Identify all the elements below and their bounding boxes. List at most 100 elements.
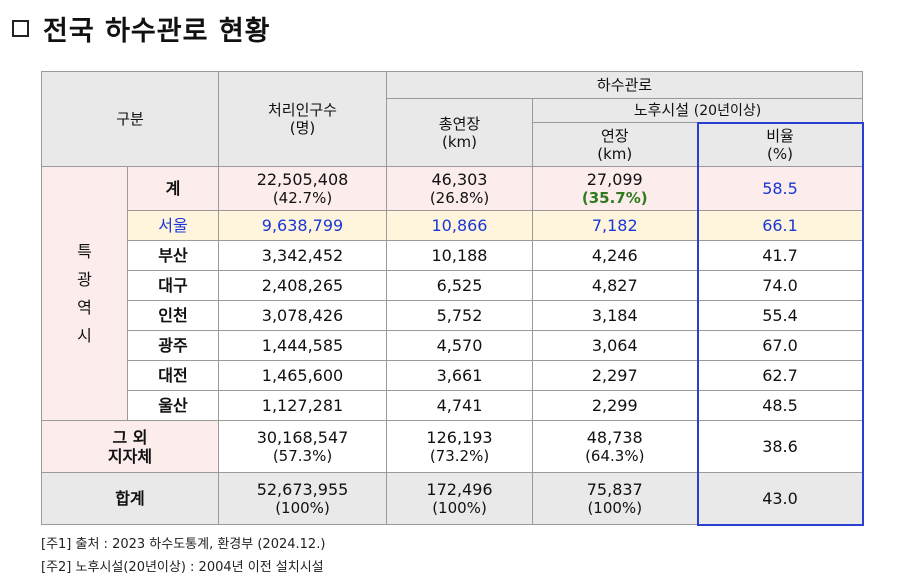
header-ratio-unit: (%): [767, 144, 793, 163]
table-row: 인천 3,078,426 5,752 3,184 55.4: [42, 300, 864, 331]
header-aged-length: 연장 (km): [532, 122, 698, 167]
total-total-length-pct: (100%): [432, 498, 487, 517]
city-total-length: 10,866: [386, 210, 533, 241]
city-aged-length: 4,246: [532, 240, 698, 271]
city-name: 대구: [127, 270, 219, 301]
header-total-length-unit: (km): [441, 132, 477, 151]
subtotal-aged-length: 27,099 (35.7%): [532, 166, 698, 211]
others-label: 그 외 지자체: [41, 420, 219, 473]
city-total-length: 3,661: [386, 360, 533, 391]
city-population: 3,342,452: [218, 240, 387, 271]
page-title: 전국 하수관로 현황: [43, 15, 271, 47]
table-row-total: 합계 52,673,955 (100%) 172,496 (100%) 75,8…: [41, 472, 864, 526]
others-aged-length-value: 48,738: [586, 427, 643, 447]
header-ratio-label: 비율: [766, 126, 794, 145]
header-aged-length-label: 연장: [600, 126, 629, 145]
header-ratio: 비율 (%): [696, 121, 864, 167]
city-aged-length: 2,297: [532, 360, 698, 391]
header-category: 구분: [41, 71, 219, 167]
city-total-length: 5,752: [386, 300, 533, 331]
table-row: 광주 1,444,585 4,570 3,064 67.0: [42, 330, 864, 361]
city-aged-length: 7,182: [532, 210, 698, 241]
table-row-others: 그 외 지자체 30,168,547 (57.3%) 126,193 (73.2…: [41, 420, 864, 473]
subtotal-population: 22,505,408 (42.7%): [218, 166, 387, 211]
city-ratio: 74.0: [696, 270, 864, 301]
header-aged: 노후시설 (20년이상): [532, 98, 863, 123]
table-row-subtotal: 특광역시 계 22,505,408 (42.7%) 46,303 (26.8%)…: [41, 166, 864, 421]
city-ratio: 41.7: [696, 240, 864, 271]
header-total-length-label: 총연장: [438, 114, 481, 133]
table-row: 대구 2,408,265 6,525 4,827 74.0: [42, 270, 864, 301]
city-name: 서울: [127, 210, 219, 241]
others-population-pct: (57.3%): [272, 446, 333, 465]
city-ratio: 66.1: [696, 210, 864, 241]
total-population-value: 52,673,955: [256, 479, 349, 499]
table-row: 부산 3,342,452 10,188 4,246 41.7: [42, 240, 864, 271]
square-bullet-icon: [12, 19, 29, 37]
city-ratio: 62.7: [696, 360, 864, 391]
city-population: 1,465,600: [218, 360, 387, 391]
city-total-length: 4,570: [386, 330, 533, 361]
city-population: 2,408,265: [218, 270, 387, 301]
others-label-line1: 그 외: [112, 427, 148, 447]
city-population: 3,078,426: [218, 300, 387, 331]
subtotal-total-length-value: 46,303: [431, 169, 488, 189]
others-population-value: 30,168,547: [256, 427, 349, 447]
others-total-length-pct: (73.2%): [429, 446, 490, 465]
others-label-line2: 지자체: [107, 446, 153, 466]
city-name: 광주: [127, 330, 219, 361]
header-total-length: 총연장 (km): [386, 98, 533, 167]
subtotal-total-length-pct: (26.8%): [429, 188, 490, 207]
others-ratio: 38.6: [696, 420, 864, 473]
city-aged-length: 3,064: [532, 330, 698, 361]
others-aged-length-pct: (64.3%): [585, 446, 645, 465]
city-ratio: 67.0: [696, 330, 864, 361]
page-title-bar: 전국 하수관로 현황: [12, 8, 271, 48]
city-total-length: 6,525: [386, 270, 533, 301]
subtotal-total-length: 46,303 (26.8%): [386, 166, 533, 211]
subtotal-label: 계: [127, 166, 219, 211]
city-aged-length: 2,299: [532, 390, 698, 421]
others-total-length: 126,193 (73.2%): [386, 420, 533, 473]
header-population-label: 처리인구수: [267, 101, 337, 119]
others-aged-length: 48,738 (64.3%): [532, 420, 698, 473]
subtotal-aged-length-value: 27,099: [586, 169, 643, 189]
header-population-unit: (명): [289, 119, 316, 137]
city-total-length: 10,188: [386, 240, 533, 271]
subtotal-population-pct: (42.7%): [272, 188, 333, 207]
city-name: 울산: [127, 390, 219, 421]
table-row: 서울 9,638,799 10,866 7,182 66.1: [42, 210, 864, 241]
footnote-source: [주1] 출처 : 2023 하수도통계, 환경부 (2024.12.): [41, 537, 326, 552]
city-population: 1,127,281: [218, 390, 387, 421]
header-aged-length-unit: (km): [597, 144, 633, 163]
total-aged-length-pct: (100%): [587, 498, 643, 517]
footnotes: [주1] 출처 : 2023 하수도통계, 환경부 (2024.12.) [주2…: [41, 533, 325, 579]
total-aged-length: 75,837 (100%): [532, 472, 698, 525]
city-population: 9,638,799: [218, 210, 387, 241]
header-sewer: 하수관로: [386, 71, 863, 99]
footnote-aged-definition: [주2] 노후시설(20년이상) : 2004년 이전 설치시설: [41, 560, 324, 575]
city-total-length: 4,741: [386, 390, 533, 421]
city-population: 1,444,585: [218, 330, 387, 361]
city-name: 대전: [127, 360, 219, 391]
city-aged-length: 3,184: [532, 300, 698, 331]
city-name: 부산: [127, 240, 219, 271]
subtotal-aged-length-pct: (35.7%): [581, 188, 648, 207]
total-total-length: 172,496 (100%): [386, 472, 533, 525]
header-aged-note: (20년이상): [693, 102, 762, 119]
total-total-length-value: 172,496: [426, 479, 493, 499]
total-population-pct: (100%): [275, 498, 330, 517]
sewer-status-table: 구분 처리인구수 (명) 하수관로 총연장 (km) 노후시설 (20년이상) …: [41, 71, 864, 526]
total-label: 합계: [41, 472, 219, 525]
total-aged-length-value: 75,837: [586, 479, 643, 499]
total-ratio: 43.0: [696, 472, 864, 526]
city-ratio: 48.5: [696, 390, 864, 421]
subtotal-ratio: 58.5: [696, 166, 864, 211]
group-label-metro: 특광역시: [41, 166, 128, 421]
others-total-length-value: 126,193: [426, 427, 493, 447]
others-population: 30,168,547 (57.3%): [218, 420, 387, 473]
table-row: 울산 1,127,281 4,741 2,299 48.5: [42, 390, 864, 421]
table-row: 대전 1,465,600 3,661 2,297 62.7: [42, 360, 864, 391]
city-ratio: 55.4: [696, 300, 864, 331]
total-population: 52,673,955 (100%): [218, 472, 387, 525]
